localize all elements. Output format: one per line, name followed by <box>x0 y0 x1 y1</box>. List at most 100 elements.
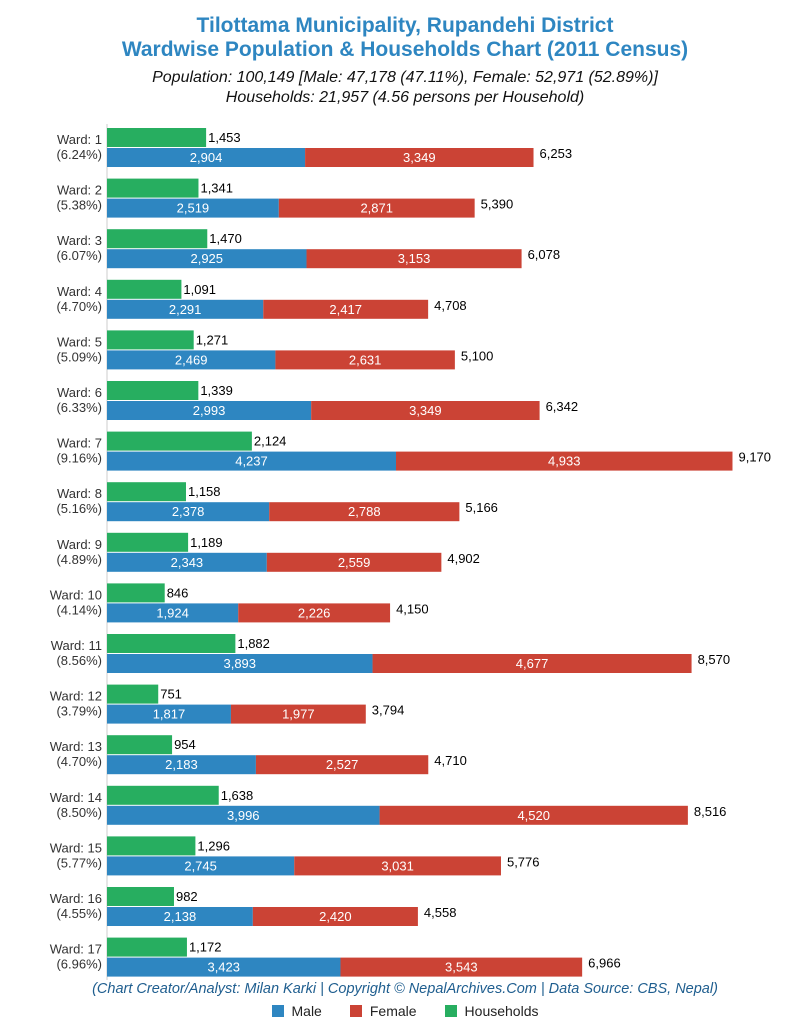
male-bar <box>107 401 312 420</box>
female-value-label: 2,631 <box>349 352 382 367</box>
male-bar <box>107 451 397 471</box>
category-percent-label: (4.89%) <box>56 552 102 567</box>
category-percent-label: (5.09%) <box>56 349 102 364</box>
male-value-label: 3,893 <box>223 656 256 671</box>
total-value-label: 8,516 <box>694 804 727 819</box>
households-value-label: 1,470 <box>209 231 242 246</box>
chart-subtitle-population: Population: 100,149 [Male: 47,178 (47.11… <box>152 69 658 86</box>
legend-label-households: Households <box>464 1003 539 1019</box>
female-bar <box>340 957 583 977</box>
legend-label-male: Male <box>291 1003 322 1019</box>
category-percent-label: (5.38%) <box>56 198 102 213</box>
female-value-label: 2,871 <box>360 201 393 216</box>
male-bar <box>107 249 307 269</box>
total-value-label: 4,710 <box>434 753 467 768</box>
category-percent-label: (3.79%) <box>56 704 102 719</box>
households-value-label: 1,341 <box>200 181 233 196</box>
legend-swatch-female <box>349 1005 362 1017</box>
male-bar <box>107 350 276 370</box>
female-bar <box>396 451 733 471</box>
category-label: Ward: 3 <box>57 233 102 248</box>
male-bar <box>107 148 306 167</box>
male-value-label: 3,996 <box>227 808 260 823</box>
legend-swatch-male <box>271 1005 284 1017</box>
households-bar <box>107 836 196 856</box>
category-percent-label: (4.70%) <box>56 754 102 769</box>
households-value-label: 1,158 <box>188 484 221 499</box>
households-value-label: 846 <box>167 585 189 600</box>
male-bar <box>107 552 267 572</box>
female-value-label: 3,153 <box>398 251 431 266</box>
households-bar <box>107 785 219 805</box>
male-value-label: 1,924 <box>156 605 189 620</box>
category-percent-label: (6.96%) <box>56 957 102 972</box>
total-value-label: 9,170 <box>738 450 771 465</box>
category-label: Ward: 1 <box>57 132 102 147</box>
category-label: Ward: 4 <box>57 284 102 299</box>
female-value-label: 2,420 <box>319 909 352 924</box>
total-value-label: 4,902 <box>447 551 480 566</box>
category-label: Ward: 14 <box>50 790 102 805</box>
category-percent-label: (4.14%) <box>56 602 102 617</box>
legend-item-households: Households <box>444 1003 539 1019</box>
category-percent-label: (5.77%) <box>56 855 102 870</box>
households-bar <box>107 431 252 451</box>
chart-footer: (Chart Creator/Analyst: Milan Karki | Co… <box>92 981 718 997</box>
category-percent-label: (9.16%) <box>56 451 102 466</box>
total-value-label: 5,166 <box>465 500 498 515</box>
male-bar <box>107 856 295 876</box>
chart-subtitle-households: Households: 21,957 (4.56 persons per Hou… <box>225 89 585 106</box>
male-value-label: 4,237 <box>235 454 268 469</box>
female-value-label: 2,226 <box>298 605 331 620</box>
category-percent-label: (4.55%) <box>56 906 102 921</box>
category-label: Ward: 8 <box>57 486 102 501</box>
legend-item-male: Male <box>271 1003 322 1019</box>
male-bar <box>107 603 239 623</box>
female-value-label: 3,543 <box>445 960 478 975</box>
female-value-label: 4,520 <box>517 808 550 823</box>
households-value-label: 1,453 <box>208 130 241 145</box>
category-label: Ward: 6 <box>57 385 102 400</box>
female-value-label: 3,349 <box>403 150 436 165</box>
households-bar <box>107 229 208 249</box>
households-value-label: 1,172 <box>189 940 222 955</box>
households-bar <box>107 735 173 755</box>
male-value-label: 2,993 <box>193 403 226 418</box>
households-bar <box>107 482 186 502</box>
chart-legend: Male Female Households <box>0 1003 810 1019</box>
female-value-label: 2,417 <box>329 302 362 317</box>
households-bar <box>107 381 199 400</box>
male-value-label: 2,469 <box>175 352 208 367</box>
category-label: Ward: 15 <box>50 840 102 855</box>
category-label: Ward: 11 <box>51 638 102 653</box>
female-bar <box>306 249 522 269</box>
category-label: Ward: 13 <box>50 739 102 754</box>
female-value-label: 4,933 <box>548 454 581 469</box>
male-bar <box>107 755 256 775</box>
female-bar <box>230 704 366 724</box>
legend-label-female: Female <box>369 1003 417 1019</box>
category-label: Ward: 10 <box>50 587 102 602</box>
female-bar <box>379 805 688 825</box>
total-value-label: 3,794 <box>372 703 405 718</box>
female-value-label: 4,677 <box>516 656 549 671</box>
male-value-label: 2,138 <box>164 909 197 924</box>
total-value-label: 6,253 <box>540 146 573 161</box>
female-bar <box>255 755 429 775</box>
legend-item-female: Female <box>349 1003 417 1019</box>
category-percent-label: (4.70%) <box>56 299 102 314</box>
legend-swatch-households <box>444 1005 457 1017</box>
male-value-label: 2,343 <box>171 555 204 570</box>
female-value-label: 2,788 <box>348 504 381 519</box>
male-bar <box>107 654 373 673</box>
category-percent-label: (6.07%) <box>56 248 102 263</box>
category-label: Ward: 5 <box>57 334 102 349</box>
households-bar <box>107 937 187 957</box>
male-bar <box>107 299 264 319</box>
total-value-label: 4,558 <box>424 905 457 920</box>
households-value-label: 2,124 <box>254 434 287 449</box>
households-value-label: 982 <box>176 889 198 904</box>
total-value-label: 4,150 <box>396 601 429 616</box>
total-value-label: 6,966 <box>588 956 621 971</box>
households-bar <box>107 128 207 147</box>
